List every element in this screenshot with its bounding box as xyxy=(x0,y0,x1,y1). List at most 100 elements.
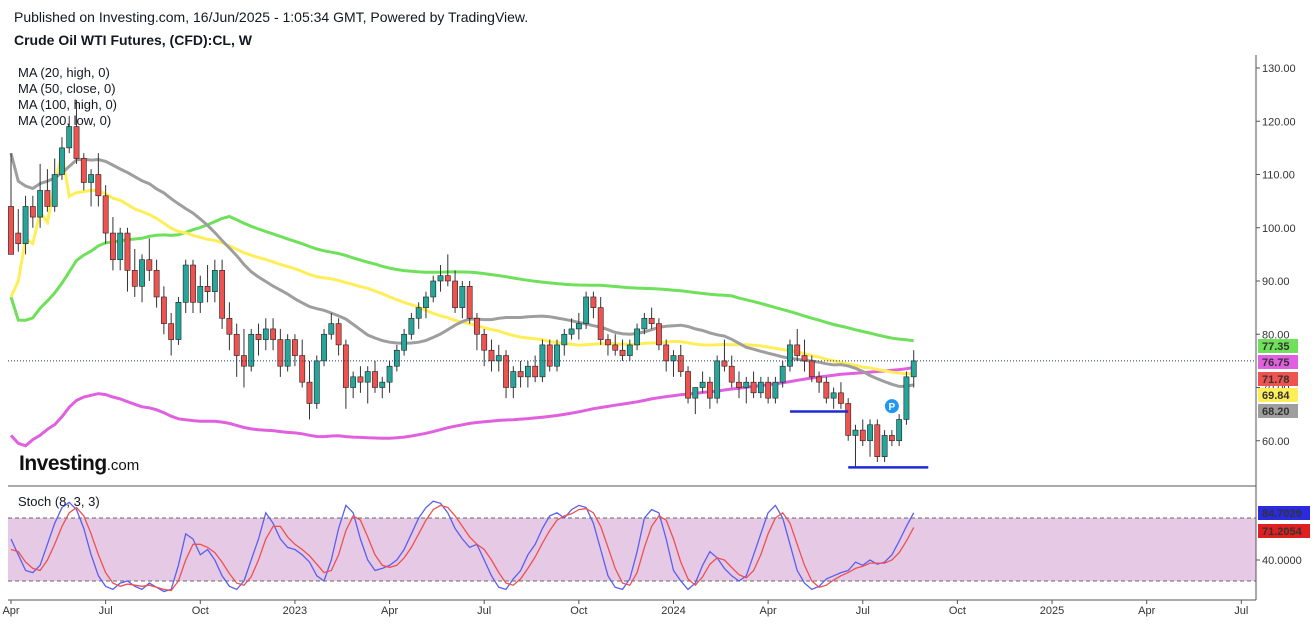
candle-body xyxy=(241,355,247,367)
candle xyxy=(641,312,648,335)
candle xyxy=(663,339,670,372)
time-tick-label: 2025 xyxy=(1040,605,1064,617)
candle xyxy=(175,296,182,345)
candle xyxy=(554,339,560,372)
legend-ma200[interactable]: MA (200, low, 0) xyxy=(18,113,112,128)
candle xyxy=(685,366,691,404)
candle-body xyxy=(211,270,218,292)
candle xyxy=(37,163,44,228)
candle xyxy=(816,371,822,393)
price-tick-label: 100.00 xyxy=(1262,223,1296,235)
candle xyxy=(481,328,488,367)
candle-body xyxy=(546,344,553,367)
candle-body xyxy=(801,355,808,362)
candle-body xyxy=(750,381,757,394)
candle-body xyxy=(131,270,138,287)
candle-body xyxy=(379,381,386,388)
candle xyxy=(699,371,706,393)
candle-body xyxy=(765,381,772,399)
candle-body xyxy=(73,126,80,159)
candle xyxy=(59,137,65,180)
candle-body xyxy=(313,360,320,404)
time-tick-label: 2023 xyxy=(283,605,307,617)
overlay-layer: P xyxy=(8,360,1256,469)
price-badge-bg xyxy=(1258,372,1298,386)
candle xyxy=(721,339,728,372)
candle-body xyxy=(146,259,153,271)
candle xyxy=(15,209,22,252)
candle-body xyxy=(896,419,903,442)
candle xyxy=(95,153,102,207)
candle xyxy=(299,339,306,388)
candle-body xyxy=(706,381,713,399)
candle xyxy=(706,376,713,409)
candle-body xyxy=(459,286,466,308)
stoch-legend[interactable]: Stoch (8, 3, 3) xyxy=(18,494,100,509)
time-tick-label: Oct xyxy=(192,605,209,617)
candle xyxy=(801,339,808,372)
time-tick-label: Apr xyxy=(1138,605,1155,617)
candle-body xyxy=(466,286,473,319)
investing-logo: Investing .com xyxy=(19,452,139,476)
candle-body xyxy=(270,328,276,340)
candle-body xyxy=(393,349,400,367)
candle-body xyxy=(568,328,575,335)
candle-body xyxy=(881,435,888,458)
candle-body xyxy=(590,296,597,308)
candle xyxy=(823,376,830,404)
time-tick-label: Jul xyxy=(99,605,113,617)
candle-body xyxy=(524,365,531,378)
legend-ma20[interactable]: MA (20, high, 0) xyxy=(18,65,110,80)
price-axis[interactable]: 130.00120.00110.00100.0090.0080.0070.006… xyxy=(8,55,1310,601)
candle xyxy=(779,360,786,388)
candle-body xyxy=(168,323,175,340)
candle-body xyxy=(292,339,298,356)
candle-body xyxy=(685,371,691,399)
p-marker xyxy=(884,399,899,414)
candle-body xyxy=(401,333,408,351)
legend-ma100[interactable]: MA (100, high, 0) xyxy=(18,97,117,112)
candle-body xyxy=(859,429,866,442)
candle-body xyxy=(139,259,145,287)
legend-ma50[interactable]: MA (50, close, 0) xyxy=(18,81,116,96)
candle xyxy=(444,254,451,287)
candle-body xyxy=(779,365,786,383)
candle-body xyxy=(226,317,233,335)
candle-body xyxy=(15,232,22,245)
candle xyxy=(321,328,327,367)
time-axis[interactable]: Apr Jul Oct 2023 Apr Jul Oct 2024 Apr Jul Oct 2025 A… xyxy=(2,600,1316,617)
candle-body xyxy=(328,323,335,335)
price-badge-bg xyxy=(1258,404,1298,418)
ma-legend: MA (20, high, 0) MA (50, close, 0) MA (1… xyxy=(18,65,117,129)
candle xyxy=(656,318,662,351)
candles-layer xyxy=(8,99,917,468)
candle-body xyxy=(342,344,349,388)
candle xyxy=(881,430,888,463)
candle xyxy=(626,339,633,361)
candle xyxy=(757,376,764,399)
symbol-title: Crude Oil WTI Futures, (CFD):CL, W xyxy=(14,32,252,48)
candle-body xyxy=(182,264,189,303)
candle xyxy=(401,328,408,356)
price-badge-value: 77.35 xyxy=(1262,341,1290,353)
candle xyxy=(328,312,335,340)
candle xyxy=(532,355,539,383)
candle xyxy=(910,350,917,388)
candle-body xyxy=(903,376,910,420)
candle xyxy=(575,312,582,340)
candle-body xyxy=(677,355,684,372)
candle-body xyxy=(277,339,284,367)
candle-body xyxy=(874,424,881,458)
candle xyxy=(80,153,87,191)
candle xyxy=(88,169,94,207)
candle-body xyxy=(714,360,721,399)
candle-body xyxy=(503,355,509,388)
candle-body xyxy=(306,381,313,404)
candle xyxy=(117,227,124,271)
candle-body xyxy=(619,349,626,356)
time-tick-label: Apr xyxy=(381,605,398,617)
candle xyxy=(452,270,458,313)
candle xyxy=(342,339,349,409)
candle xyxy=(597,296,604,345)
